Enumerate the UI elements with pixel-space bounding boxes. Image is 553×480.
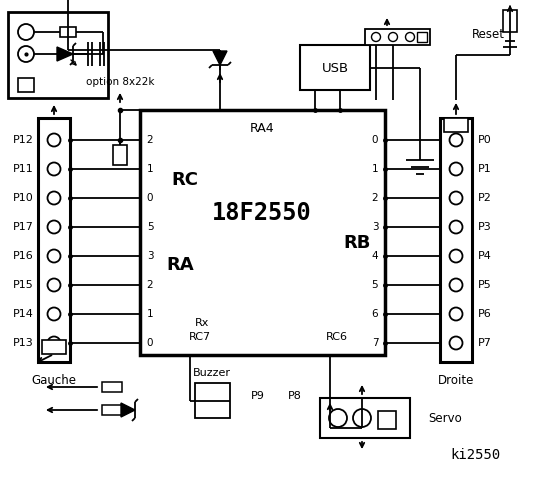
Text: 3: 3 bbox=[147, 251, 153, 261]
Circle shape bbox=[372, 33, 380, 41]
Text: P17: P17 bbox=[13, 222, 34, 232]
Text: P5: P5 bbox=[478, 280, 492, 290]
Text: 6: 6 bbox=[372, 309, 378, 319]
Text: P4: P4 bbox=[478, 251, 492, 261]
Circle shape bbox=[18, 46, 34, 62]
Text: Droite: Droite bbox=[438, 373, 474, 386]
Text: P2: P2 bbox=[478, 193, 492, 203]
Bar bbox=[102, 405, 122, 415]
Bar bbox=[300, 45, 370, 90]
Circle shape bbox=[48, 336, 60, 349]
Text: P11: P11 bbox=[13, 164, 34, 174]
Polygon shape bbox=[121, 403, 135, 417]
Circle shape bbox=[48, 163, 60, 176]
Bar bbox=[365, 29, 430, 45]
Text: RC6: RC6 bbox=[326, 332, 348, 342]
Text: RB: RB bbox=[343, 234, 371, 252]
Bar bbox=[378, 411, 396, 429]
Text: 1: 1 bbox=[372, 164, 378, 174]
Circle shape bbox=[450, 278, 462, 291]
Text: 5: 5 bbox=[372, 280, 378, 290]
Text: P10: P10 bbox=[13, 193, 34, 203]
Bar bbox=[42, 340, 66, 354]
Text: 1: 1 bbox=[147, 164, 153, 174]
Bar bbox=[8, 12, 108, 98]
Circle shape bbox=[329, 409, 347, 427]
Circle shape bbox=[450, 220, 462, 233]
Circle shape bbox=[450, 133, 462, 146]
Circle shape bbox=[48, 278, 60, 291]
Text: 2: 2 bbox=[147, 280, 153, 290]
Circle shape bbox=[18, 24, 34, 40]
Text: P3: P3 bbox=[478, 222, 492, 232]
Circle shape bbox=[353, 409, 371, 427]
Circle shape bbox=[48, 133, 60, 146]
Bar bbox=[417, 32, 427, 42]
Bar bbox=[102, 382, 122, 392]
Text: 2: 2 bbox=[147, 135, 153, 145]
Text: P1: P1 bbox=[478, 164, 492, 174]
Text: 1: 1 bbox=[147, 309, 153, 319]
Text: RA: RA bbox=[166, 256, 194, 274]
Circle shape bbox=[450, 192, 462, 204]
Bar bbox=[444, 118, 468, 132]
Text: P8: P8 bbox=[288, 391, 302, 401]
Text: 0: 0 bbox=[147, 193, 153, 203]
Bar bbox=[38, 118, 70, 362]
Text: Buzzer: Buzzer bbox=[193, 368, 231, 378]
Circle shape bbox=[450, 308, 462, 321]
Text: P0: P0 bbox=[478, 135, 492, 145]
Circle shape bbox=[48, 192, 60, 204]
Text: RA4: RA4 bbox=[250, 121, 274, 134]
Text: Rx: Rx bbox=[195, 318, 209, 328]
Text: ki2550: ki2550 bbox=[450, 448, 500, 462]
Circle shape bbox=[48, 250, 60, 263]
Circle shape bbox=[450, 163, 462, 176]
Polygon shape bbox=[57, 47, 73, 61]
Text: USB: USB bbox=[321, 61, 348, 74]
Text: 18F2550: 18F2550 bbox=[212, 201, 312, 225]
Bar bbox=[503, 10, 517, 32]
Bar bbox=[113, 145, 127, 165]
Text: 0: 0 bbox=[147, 338, 153, 348]
Polygon shape bbox=[213, 51, 227, 65]
Circle shape bbox=[450, 250, 462, 263]
Text: RC: RC bbox=[171, 171, 199, 189]
Text: P16: P16 bbox=[13, 251, 34, 261]
Text: 7: 7 bbox=[372, 338, 378, 348]
Bar bbox=[440, 118, 472, 362]
Bar bbox=[320, 398, 410, 438]
Text: P15: P15 bbox=[13, 280, 34, 290]
Circle shape bbox=[405, 33, 415, 41]
Text: 3: 3 bbox=[372, 222, 378, 232]
Circle shape bbox=[48, 220, 60, 233]
Text: P12: P12 bbox=[13, 135, 34, 145]
Text: P6: P6 bbox=[478, 309, 492, 319]
Circle shape bbox=[450, 336, 462, 349]
Text: P7: P7 bbox=[478, 338, 492, 348]
Text: Reset: Reset bbox=[472, 28, 504, 41]
Text: P13: P13 bbox=[13, 338, 34, 348]
Text: P9: P9 bbox=[251, 391, 265, 401]
Text: option 8x22k: option 8x22k bbox=[86, 77, 154, 87]
Text: P14: P14 bbox=[13, 309, 34, 319]
Text: 0: 0 bbox=[372, 135, 378, 145]
Text: 4: 4 bbox=[372, 251, 378, 261]
Circle shape bbox=[389, 33, 398, 41]
Text: 5: 5 bbox=[147, 222, 153, 232]
Text: 2: 2 bbox=[372, 193, 378, 203]
Circle shape bbox=[48, 308, 60, 321]
Text: Gauche: Gauche bbox=[32, 373, 76, 386]
Text: RC7: RC7 bbox=[189, 332, 211, 342]
Bar bbox=[18, 78, 34, 92]
Bar bbox=[60, 27, 76, 37]
Bar bbox=[195, 383, 230, 418]
Text: Servo: Servo bbox=[428, 411, 462, 424]
Bar bbox=[140, 110, 385, 355]
